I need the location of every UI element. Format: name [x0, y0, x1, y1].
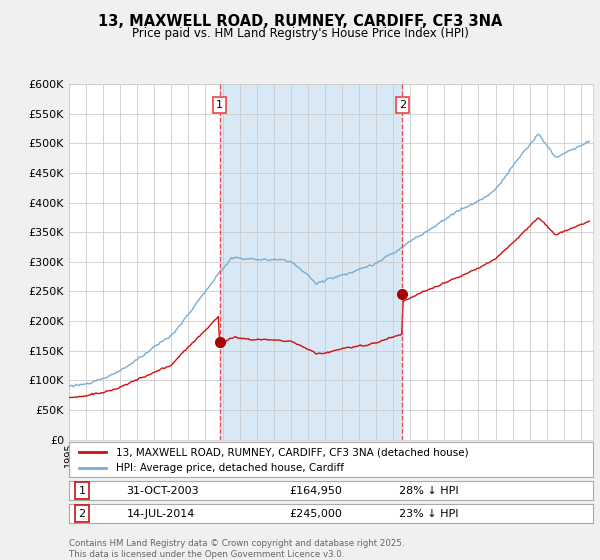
- Text: 28% ↓ HPI: 28% ↓ HPI: [399, 486, 458, 496]
- Text: 2: 2: [79, 508, 86, 519]
- Text: 2: 2: [399, 100, 406, 110]
- Text: 31-OCT-2003: 31-OCT-2003: [127, 486, 199, 496]
- Text: 23% ↓ HPI: 23% ↓ HPI: [399, 508, 458, 519]
- Text: HPI: Average price, detached house, Cardiff: HPI: Average price, detached house, Card…: [116, 464, 344, 473]
- Text: 13, MAXWELL ROAD, RUMNEY, CARDIFF, CF3 3NA (detached house): 13, MAXWELL ROAD, RUMNEY, CARDIFF, CF3 3…: [116, 447, 469, 457]
- Text: £164,950: £164,950: [289, 486, 342, 496]
- Text: 1: 1: [216, 100, 223, 110]
- Bar: [220, 84, 403, 440]
- Text: 14-JUL-2014: 14-JUL-2014: [127, 508, 195, 519]
- Text: Contains HM Land Registry data © Crown copyright and database right 2025.
This d: Contains HM Land Registry data © Crown c…: [69, 539, 404, 559]
- Text: 13, MAXWELL ROAD, RUMNEY, CARDIFF, CF3 3NA: 13, MAXWELL ROAD, RUMNEY, CARDIFF, CF3 3…: [98, 14, 502, 29]
- Text: Price paid vs. HM Land Registry's House Price Index (HPI): Price paid vs. HM Land Registry's House …: [131, 27, 469, 40]
- Text: £245,000: £245,000: [289, 508, 342, 519]
- Text: 1: 1: [79, 486, 86, 496]
